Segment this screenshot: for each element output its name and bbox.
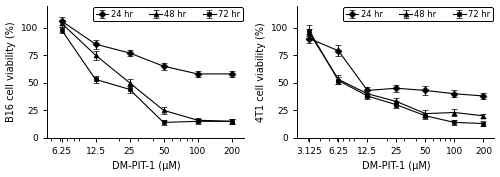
Legend: 24 hr, 48 hr, 72 hr: 24 hr, 48 hr, 72 hr [93,7,243,21]
X-axis label: DM-PIT-1 (μM): DM-PIT-1 (μM) [362,161,430,172]
Legend: 24 hr, 48 hr, 72 hr: 24 hr, 48 hr, 72 hr [343,7,493,21]
X-axis label: DM-PIT-1 (μM): DM-PIT-1 (μM) [112,161,180,172]
Y-axis label: 4T1 cell viability (%): 4T1 cell viability (%) [256,22,266,122]
Y-axis label: B16 cell viability (%): B16 cell viability (%) [6,21,16,122]
